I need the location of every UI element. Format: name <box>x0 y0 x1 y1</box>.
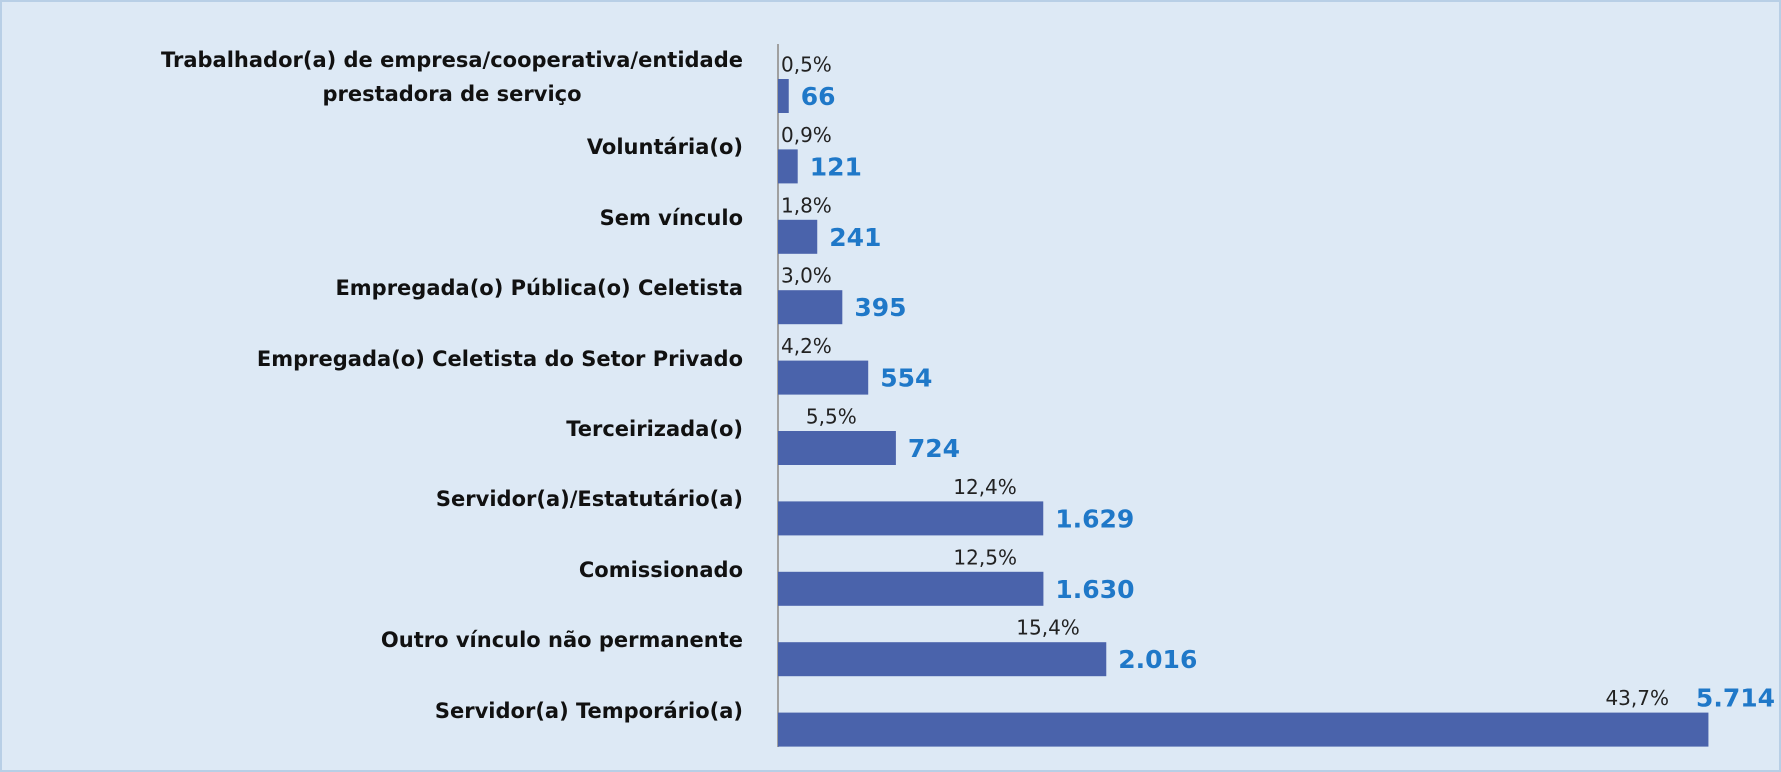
bar <box>778 642 1107 677</box>
value-label: 395 <box>854 293 906 322</box>
share-label: 1,8% <box>781 193 832 217</box>
bar <box>778 712 1709 747</box>
share-label: 4,2% <box>781 334 832 358</box>
bar <box>778 219 818 254</box>
category-label: Outro vínculo não permanente <box>380 628 743 653</box>
category-label: Sem vínculo <box>599 205 743 230</box>
share-label: 15,4% <box>1016 616 1080 640</box>
category-label: Terceirizada(o) <box>566 417 743 441</box>
category-label: Empregada(o) Celetista do Setor Privado <box>256 346 743 371</box>
value-label: 66 <box>801 82 836 111</box>
share-label: 0,9% <box>781 123 832 147</box>
bar <box>778 290 843 325</box>
share-label: 0,5% <box>781 53 832 77</box>
share-label: 43,7% <box>1605 686 1669 710</box>
share-label: 5,5% <box>806 405 857 429</box>
bar <box>778 360 869 395</box>
category-label: Trabalhador(a) de empresa/cooperativa/en… <box>160 48 743 106</box>
bar <box>778 431 896 465</box>
value-label: 1.630 <box>1055 575 1134 604</box>
bar <box>778 501 1044 536</box>
category-label: Comissionado <box>578 557 743 582</box>
value-label: 724 <box>908 434 960 463</box>
share-label: 12,5% <box>953 545 1017 569</box>
bar <box>778 571 1044 606</box>
value-label: 554 <box>880 364 932 393</box>
value-label: 1.629 <box>1055 504 1134 533</box>
share-label: 12,4% <box>953 475 1017 499</box>
value-label: 2.016 <box>1118 645 1197 674</box>
bar <box>778 149 798 184</box>
bar <box>778 79 789 113</box>
category-label: Servidor(a) Temporário(a) <box>434 698 743 723</box>
category-label: Empregada(o) Pública(o) Celetista <box>335 276 743 301</box>
share-label: 3,0% <box>781 264 832 288</box>
value-label: 121 <box>810 152 862 181</box>
category-label: Voluntária(o) <box>586 135 743 160</box>
category-label: Servidor(a)/Estatutário(a) <box>435 487 743 512</box>
value-label: 5.714 <box>1696 684 1775 713</box>
value-label: 241 <box>829 223 881 252</box>
